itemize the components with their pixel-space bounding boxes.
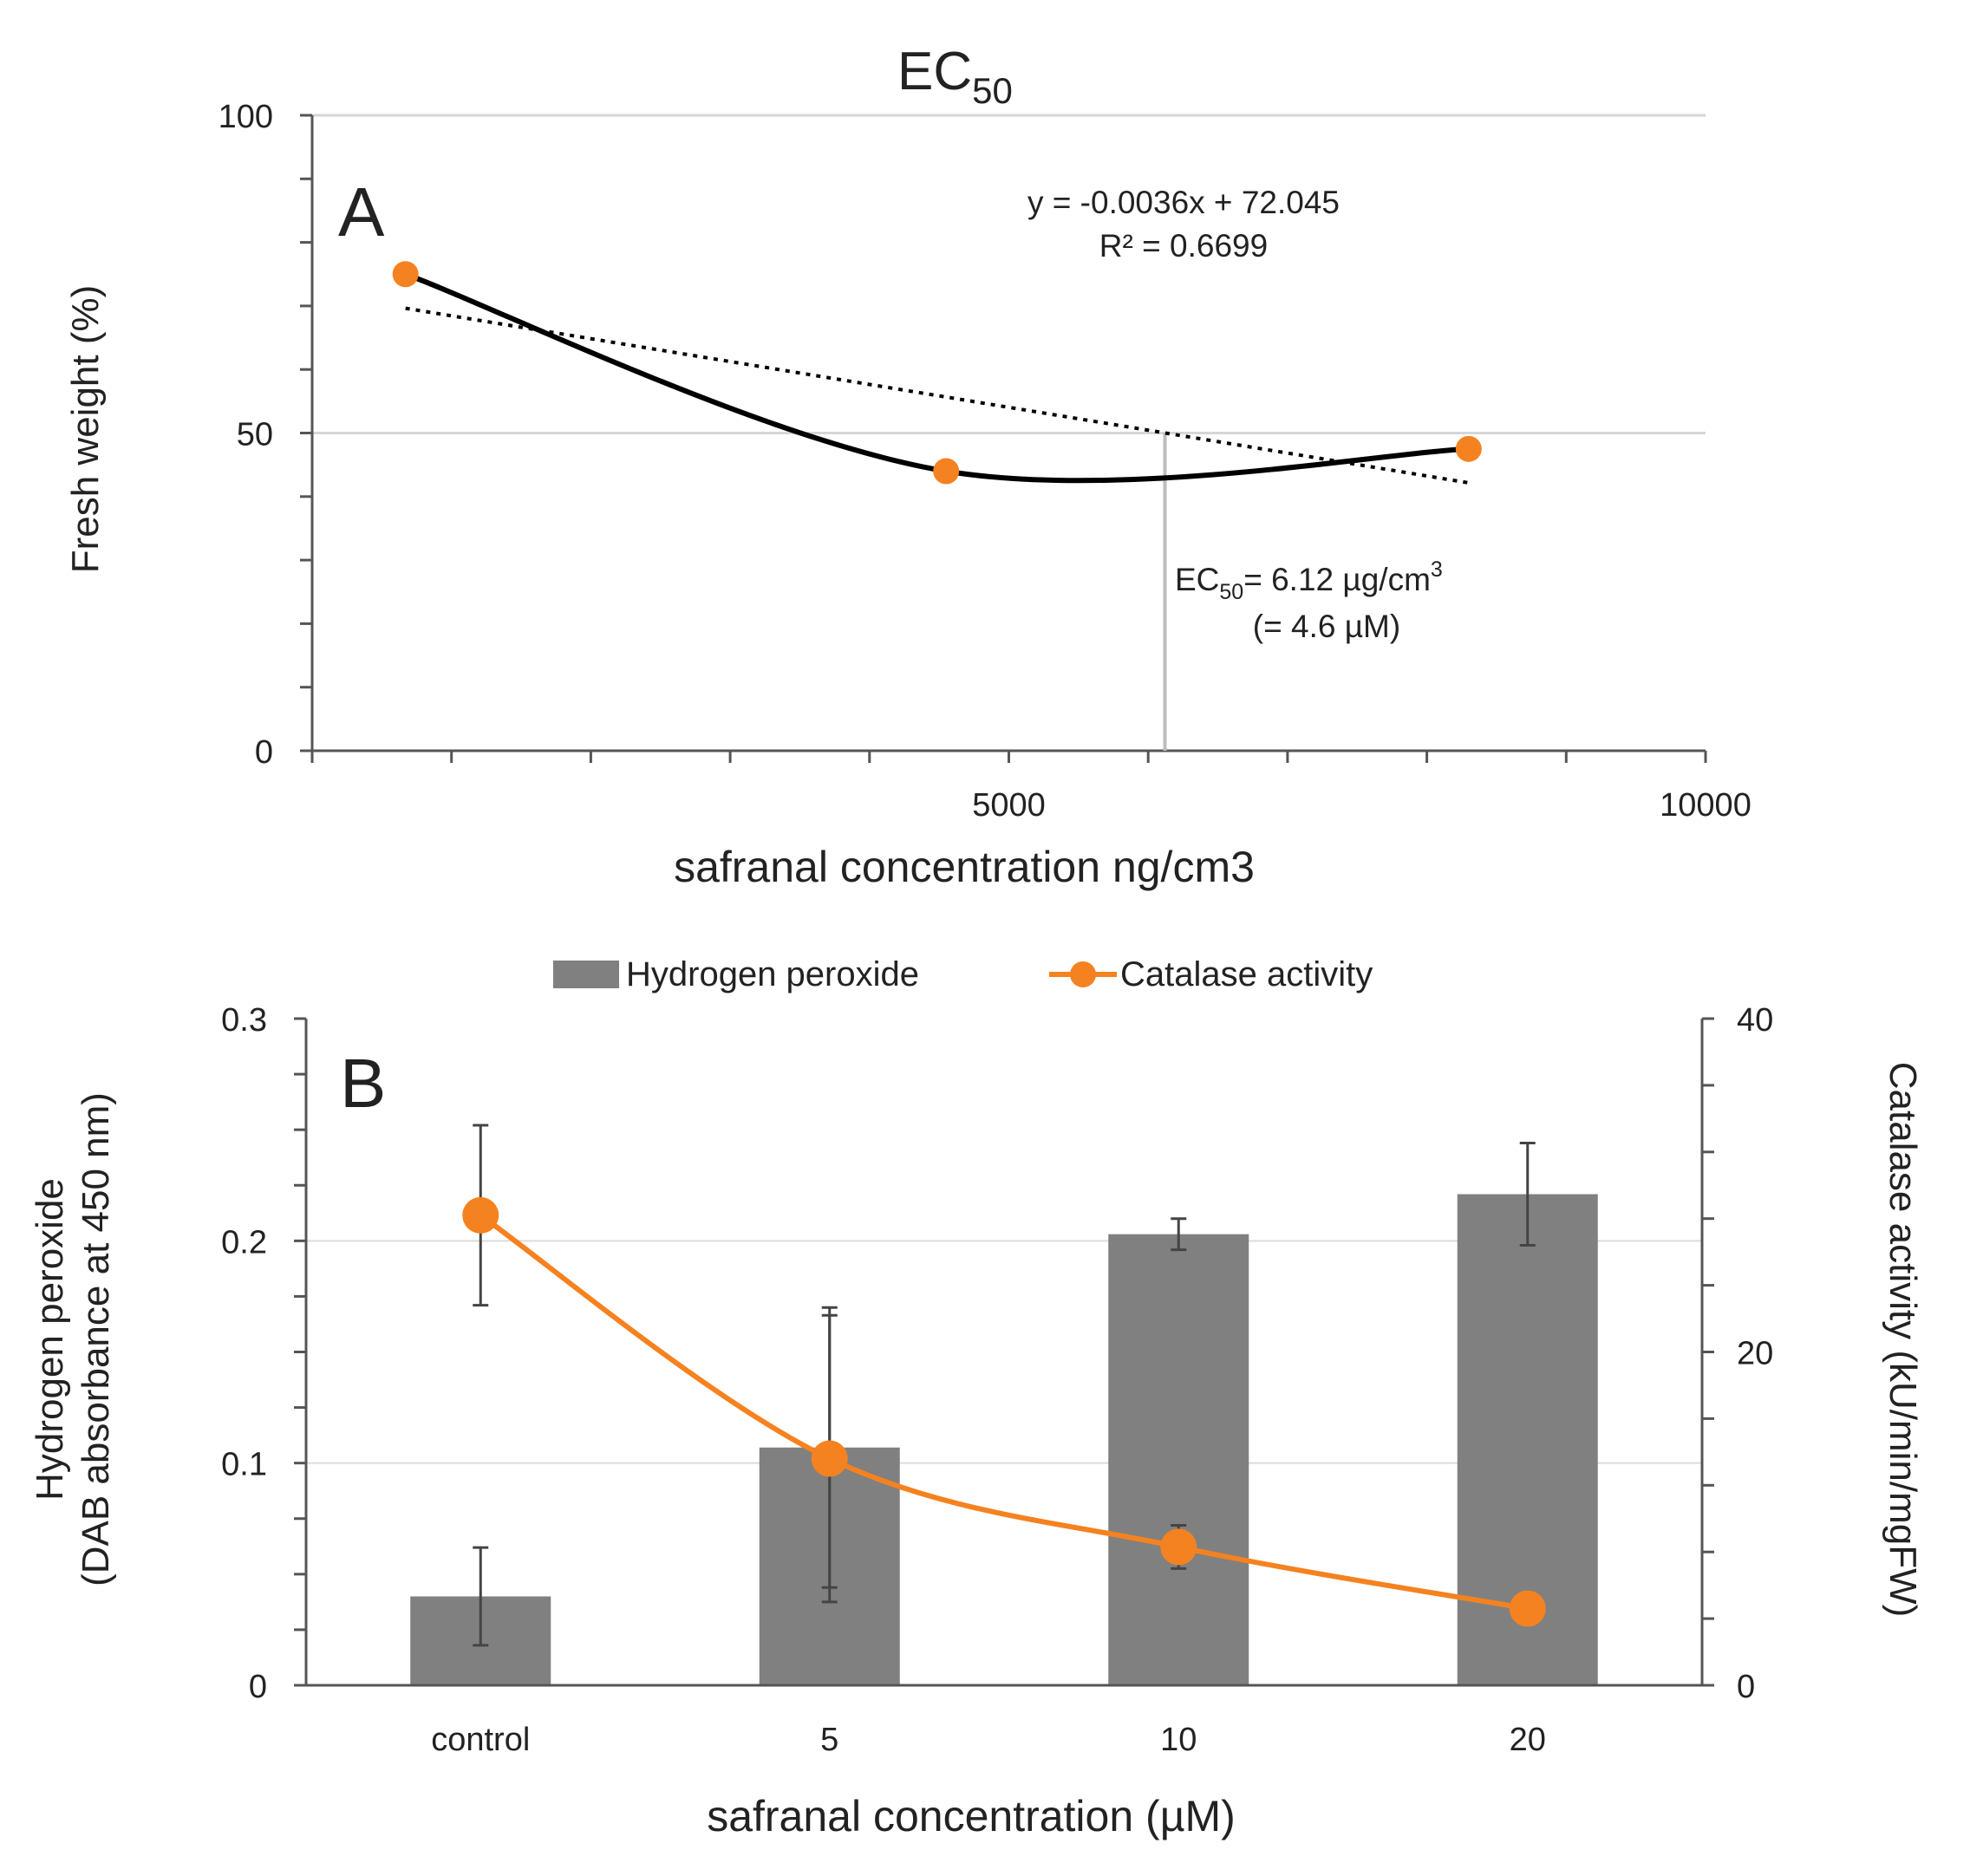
panel-b-letter: B <box>340 1045 386 1122</box>
panel-a-y-tick-label: 50 <box>237 417 273 453</box>
panel-b-x-tick-label: 10 <box>1160 1722 1197 1758</box>
panel-b-x-tick-label: control <box>431 1722 530 1758</box>
legend-label-hydrogen-peroxide: Hydrogen peroxide <box>626 955 919 993</box>
panel-b-bars <box>410 1194 1598 1685</box>
panel-b-y2-tick-label: 40 <box>1737 1002 1773 1039</box>
panel-b-x-tick-label: 5 <box>820 1722 838 1758</box>
panel-b-y-tick-label: 0.2 <box>221 1224 267 1260</box>
panel-b-catalase-line <box>479 1213 1529 1612</box>
panel-a-equation: y = -0.0036x + 72.045 <box>1027 185 1340 220</box>
panel-a-points <box>392 261 1482 485</box>
panel-b-x-axis-label: safranal concentration (µM) <box>707 1792 1236 1840</box>
panel-b-catalase-point <box>1509 1590 1546 1627</box>
panel-b-catalase-point <box>1160 1528 1197 1566</box>
panel-a-y-tick-label: 100 <box>219 99 273 135</box>
panel-b-legend: Hydrogen peroxide Catalase activity <box>553 955 1373 993</box>
panel-b-chart: 0 0.1 0.2 0.3 0 20 40 control 5 10 20 Hydrogen p… <box>29 955 1924 1840</box>
panel-b-y-axis-label-line2: (DAB absorbance at 450 nm) <box>75 1092 117 1586</box>
panel-a-data-point <box>392 261 419 288</box>
panel-a-ec50-label-line2: (= 4.6 µM) <box>1253 609 1400 644</box>
panel-b-y-tick-label: 0.1 <box>221 1447 267 1483</box>
panel-b-y2-tick-label: 20 <box>1737 1336 1773 1372</box>
panel-a-gridlines <box>312 114 1706 434</box>
panel-a-series-line <box>404 271 1469 484</box>
panel-b-catalase-point <box>811 1440 848 1477</box>
legend-swatch-catalase-marker <box>1070 961 1096 987</box>
panel-b-catalase-point <box>462 1196 499 1234</box>
panel-b-y-axis-label-line1: Hydrogen peroxide <box>29 1178 71 1501</box>
panel-a-ec50-label: EC50= 6.12 µg/cm3 <box>1175 557 1443 604</box>
panel-a-chart: 0 50 100 5000 10000 EC50 A y = -0.0036x + 7… <box>64 42 1751 891</box>
panel-a-trendline <box>405 306 1470 485</box>
panel-a-data-point <box>1455 435 1482 462</box>
panel-b-y2-tick-label: 0 <box>1737 1669 1755 1705</box>
panel-b-y2-axis-label: Catalase activity (kU/min/mgFW) <box>1882 1062 1924 1618</box>
legend-swatch-hydrogen-peroxide <box>553 961 619 988</box>
panel-b-y-tick-label: 0.3 <box>221 1002 267 1039</box>
panel-b-x-tick-label: 20 <box>1510 1722 1546 1758</box>
panel-a-data-point <box>933 458 960 485</box>
panel-a-x-ticks: 5000 10000 <box>310 751 1751 824</box>
panel-b-y-tick-label: 0 <box>249 1669 267 1705</box>
panel-a-r2: R² = 0.6699 <box>1099 228 1268 264</box>
panel-b-y-ticks: 0 0.1 0.2 0.3 <box>221 1002 306 1705</box>
panel-a-x-tick-label: 10000 <box>1660 787 1751 824</box>
panel-a-y-ticks: 0 50 100 <box>219 99 312 771</box>
panel-a-y-axis-label: Fresh weight (%) <box>64 285 107 574</box>
panel-a-y-tick-label: 0 <box>255 734 273 771</box>
panel-a-title: EC50 <box>897 42 1013 111</box>
panel-a-letter: A <box>338 173 385 251</box>
panel-b-x-ticks: control 5 10 20 <box>431 1722 1546 1758</box>
panel-b-bar <box>1108 1234 1249 1685</box>
panel-b-catalase-points <box>462 1196 1546 1627</box>
panel-b-bar-error-bars <box>473 1142 1536 1647</box>
panel-a-x-axis-label: safranal concentration ng/cm3 <box>674 843 1255 891</box>
panel-a-x-tick-label: 5000 <box>972 787 1046 824</box>
panel-b-y2-ticks: 0 20 40 <box>1702 1002 1773 1705</box>
legend-label-catalase-activity: Catalase activity <box>1120 955 1373 993</box>
